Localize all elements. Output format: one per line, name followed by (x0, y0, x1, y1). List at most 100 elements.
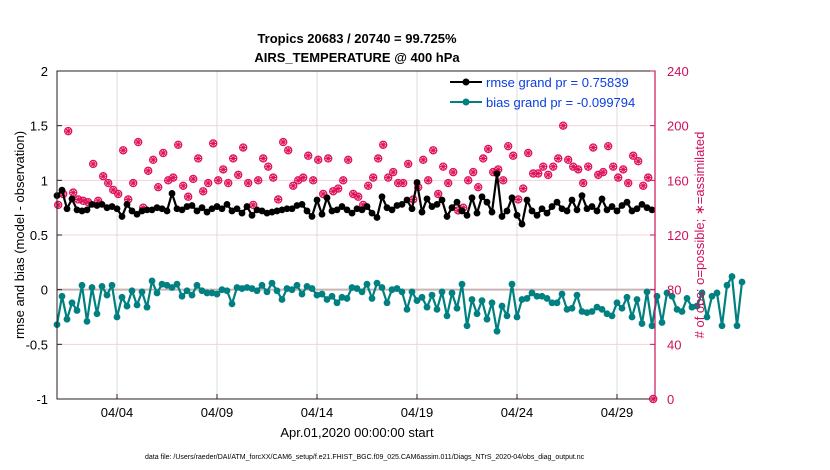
rmse-point (58, 186, 66, 194)
bias-point (483, 315, 491, 323)
obs-count-point (439, 162, 448, 171)
rmse-point (243, 203, 251, 210)
obs-count-point (254, 176, 263, 185)
rmse-point (188, 202, 196, 209)
obs-count-point (173, 140, 183, 149)
rmse-point (248, 211, 256, 219)
rmse-point (618, 202, 626, 209)
bias-point (68, 299, 76, 307)
rmse-point (128, 207, 136, 215)
rmse-point (288, 205, 296, 213)
bias-point (403, 305, 411, 313)
bias-point (98, 282, 106, 290)
bias-point (168, 284, 176, 291)
bias-point (648, 322, 656, 330)
x-tick-label: 04/29 (601, 405, 634, 420)
rmse-point (368, 209, 376, 217)
bias-point (588, 308, 596, 315)
bias-point (358, 288, 366, 296)
rmse-point (468, 194, 476, 202)
bias-point (723, 281, 731, 289)
bias-point (63, 315, 71, 323)
x-axis-label: Apr.01,2020 00:00:00 start (280, 425, 434, 440)
rmse-point (623, 198, 631, 206)
x-tick-label: 04/14 (301, 405, 334, 420)
bias-point (363, 280, 371, 288)
obs-count-point (289, 181, 298, 190)
rmse-point (543, 209, 551, 217)
rmse-point (358, 206, 366, 214)
obs-count-point (484, 144, 493, 154)
bias-point (328, 292, 336, 300)
bias-point (108, 281, 116, 289)
obs-count-point (434, 189, 443, 199)
obs-count-point (143, 166, 153, 175)
obs-count-point (404, 159, 413, 169)
rmse-point (478, 193, 486, 201)
obs-count-series (54, 121, 658, 404)
rmse-point (568, 196, 576, 204)
chart-title: Tropics 20683 / 20740 = 99.725% (257, 31, 457, 46)
rmse-point (363, 203, 371, 210)
bias-point (463, 322, 471, 330)
grid (57, 71, 655, 399)
rmse-point (553, 198, 561, 206)
obs-count-point (474, 182, 483, 192)
bias-point (183, 287, 191, 295)
rmse-point (238, 209, 246, 217)
obs-count-point (78, 196, 88, 206)
rmse-point (533, 211, 541, 219)
rmse-point (378, 193, 386, 201)
obs-count-point (564, 155, 573, 165)
bias-point (508, 280, 516, 288)
rmse-point (98, 200, 106, 208)
rmse-point (308, 213, 316, 220)
rmse-point (178, 206, 186, 214)
bias-point (193, 281, 201, 289)
obs-count-point (519, 184, 528, 193)
obs-count-point (68, 188, 78, 197)
bias-point (298, 290, 306, 298)
bias-point (228, 300, 236, 308)
bias-point (598, 305, 606, 313)
bias-point (428, 291, 436, 299)
bias-point (263, 288, 271, 296)
bias-point (368, 295, 376, 302)
rmse-point (613, 207, 621, 215)
bias-point (683, 295, 691, 302)
y-tick-label: 2 (41, 64, 48, 79)
bias-point (153, 289, 161, 297)
obs-count-point (384, 173, 393, 182)
rmse-point (203, 208, 211, 216)
y2-tick-label: 120 (667, 228, 689, 243)
rmse-point (423, 195, 431, 203)
y-tick-label: 1 (41, 173, 48, 188)
obs-count-point (233, 170, 243, 180)
x-tick-label: 04/19 (401, 405, 434, 420)
obs-count-point (279, 137, 288, 147)
obs-count-point (449, 167, 458, 177)
x-axis-ticks: 04/04 04/09 04/14 04/19 04/24 04/29 (101, 394, 634, 420)
bias-point (268, 279, 276, 287)
obs-count-point (574, 165, 583, 174)
bias-point (128, 287, 136, 295)
rmse-point (343, 206, 351, 214)
rmse-point (133, 210, 141, 218)
bias-point (613, 299, 621, 307)
bias-point (708, 292, 716, 300)
rmse-point (68, 195, 76, 203)
rmse-point (548, 203, 556, 210)
obs-count-point (148, 155, 158, 165)
obs-count-point (379, 140, 388, 149)
obs-count-point (98, 172, 108, 181)
bias-point (373, 279, 381, 287)
obs-count-point (419, 155, 428, 165)
legend-bias-marker (462, 98, 470, 106)
obs-count-point (103, 178, 113, 188)
y-tick-label: -0.5 (26, 337, 48, 352)
legend-rmse-label: rmse grand pr = 0.75839 (486, 75, 629, 90)
rmse-point (633, 205, 641, 213)
rmse-point (223, 200, 231, 208)
rmse-series (53, 170, 656, 228)
